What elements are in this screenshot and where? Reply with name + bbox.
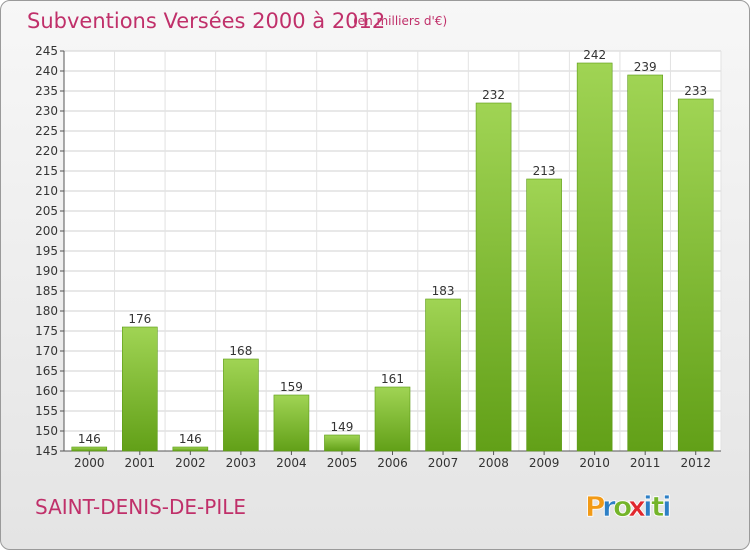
logo-letter: o	[613, 490, 632, 523]
bar-2006	[374, 386, 411, 452]
y-tick-label: 175	[35, 324, 58, 338]
y-tick-label: 145	[35, 444, 58, 458]
x-tick-label: 2002	[175, 456, 206, 470]
y-tick-label: 195	[35, 244, 58, 258]
y-tick-label: 245	[35, 44, 58, 58]
y-tick-label: 160	[35, 384, 58, 398]
data-label: 232	[482, 88, 505, 102]
x-tick-label: 2005	[327, 456, 358, 470]
x-tick-label: 2006	[377, 456, 408, 470]
y-tick-label: 205	[35, 204, 58, 218]
bar-2012	[677, 98, 714, 452]
logo-letter: r	[602, 490, 616, 523]
data-label: 161	[381, 372, 404, 386]
bar-2005	[324, 434, 360, 452]
x-tick-label: 2011	[630, 456, 661, 470]
y-tick-label: 180	[35, 304, 58, 318]
y-tick-label: 185	[35, 284, 58, 298]
y-tick-label: 210	[35, 184, 58, 198]
bar-2003	[223, 358, 259, 452]
y-tick-label: 165	[35, 364, 58, 378]
chart-title: Subventions Versées 2000 à 2012	[27, 9, 386, 33]
bar-2008	[475, 102, 512, 452]
x-tick-label: 2000	[74, 456, 105, 470]
data-label: 159	[280, 380, 303, 394]
logo-letter: i	[662, 490, 672, 523]
data-label: 168	[229, 344, 252, 358]
bar-2010	[576, 62, 613, 452]
y-tick-label: 230	[35, 104, 58, 118]
logo-letter: t	[651, 490, 664, 523]
bar-2002	[172, 446, 209, 452]
bar-2007	[425, 298, 461, 452]
data-label: 146	[78, 432, 101, 446]
commune-name: SAINT-DENIS-DE-PILE	[35, 495, 247, 519]
bars	[71, 62, 714, 452]
x-tick-label: 2010	[579, 456, 610, 470]
labels: 145 150 155 160 165 170 175 180 185 190 195 200 205 2…	[35, 44, 711, 470]
bar-2001	[122, 326, 158, 452]
y-tick-label: 170	[35, 344, 58, 358]
x-tick-label: 2008	[478, 456, 509, 470]
x-tick-label: 2003	[226, 456, 257, 470]
y-tick-label: 200	[35, 224, 58, 238]
data-label: 146	[179, 432, 202, 446]
y-tick-label: 240	[35, 64, 58, 78]
logo-letter: x	[628, 490, 646, 523]
logo-letter: i	[643, 490, 653, 523]
x-tick-label: 2009	[529, 456, 560, 470]
data-label: 213	[533, 164, 556, 178]
x-tick-label: 2004	[276, 456, 307, 470]
bar-2000	[71, 446, 108, 452]
y-tick-label: 220	[35, 144, 58, 158]
data-label: 183	[432, 284, 455, 298]
data-label: 239	[634, 60, 657, 74]
y-tick-label: 150	[35, 424, 58, 438]
y-tick-label: 225	[35, 124, 58, 138]
bar-2009	[526, 178, 562, 452]
logo-letter: P	[585, 490, 606, 523]
y-tick-label: 155	[35, 404, 58, 418]
y-tick-label: 215	[35, 164, 58, 178]
data-label: 233	[684, 84, 707, 98]
data-label: 176	[128, 312, 151, 326]
y-tick-label: 190	[35, 264, 58, 278]
bar-2004	[273, 394, 310, 452]
data-label: 242	[583, 48, 606, 62]
y-tick-label: 235	[35, 84, 58, 98]
x-tick-label: 2007	[428, 456, 459, 470]
data-label: 149	[331, 420, 354, 434]
x-tick-label: 2001	[125, 456, 156, 470]
chart-unit: (en milliers d'€)	[353, 14, 448, 28]
bar-2011	[627, 74, 663, 452]
x-tick-label: 2012	[680, 456, 711, 470]
